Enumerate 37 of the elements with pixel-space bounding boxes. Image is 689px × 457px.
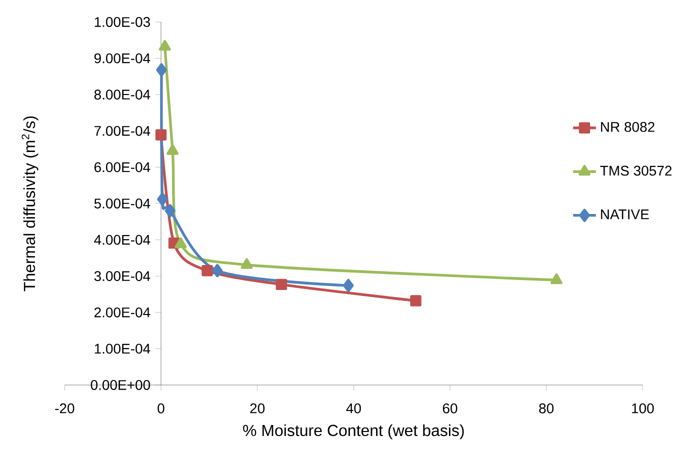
- point: [202, 265, 213, 276]
- point: [410, 295, 422, 306]
- y-tick-label: 1.00E-04: [94, 344, 150, 354]
- point: [174, 237, 187, 248]
- x-tick-label: 100: [632, 403, 654, 414]
- legend-label: NATIVE: [601, 210, 649, 220]
- y-tick-label: 3.00E-04: [94, 271, 150, 282]
- point: [276, 278, 288, 290]
- y-tick-label: 0.00E+00: [90, 380, 150, 390]
- y-tick-label: 1.00E-03: [94, 17, 150, 27]
- x-tick-label: 80: [539, 403, 554, 414]
- y-tick-label: 4.00E-04: [94, 234, 150, 245]
- y-tick-label: 7.00E-04: [94, 126, 150, 136]
- point: [166, 144, 179, 155]
- point: [156, 63, 167, 77]
- y-tick-label: 8.00E-04: [94, 90, 150, 100]
- y-tick-label: 6.00E-04: [94, 162, 150, 172]
- y-tick-label: 2.00E-04: [94, 307, 150, 318]
- point: [158, 40, 171, 51]
- legend-label: TMS 30572: [600, 166, 672, 176]
- point: [212, 264, 223, 278]
- x-tick-label: 20: [250, 403, 265, 414]
- x-axis-title: % Moisture Content (wet basis): [243, 424, 464, 440]
- point: [155, 129, 167, 140]
- point: [240, 258, 253, 269]
- x-tick-label: -20: [55, 403, 74, 414]
- x-tick-label: 40: [346, 403, 361, 414]
- y-tick-label: 5.00E-04: [94, 198, 150, 208]
- point: [550, 273, 562, 284]
- x-tick-label: 0: [158, 403, 164, 414]
- point: [343, 278, 354, 292]
- point: [157, 192, 168, 206]
- point: [164, 204, 176, 218]
- y-tick-label: 9.00E-04: [94, 53, 150, 64]
- legend-label: NR 8082: [601, 122, 654, 132]
- y-axis-title: Thermal diffusivity (m$^{2}$/s): [22, 116, 38, 292]
- x-tick-label: 60: [442, 403, 458, 414]
